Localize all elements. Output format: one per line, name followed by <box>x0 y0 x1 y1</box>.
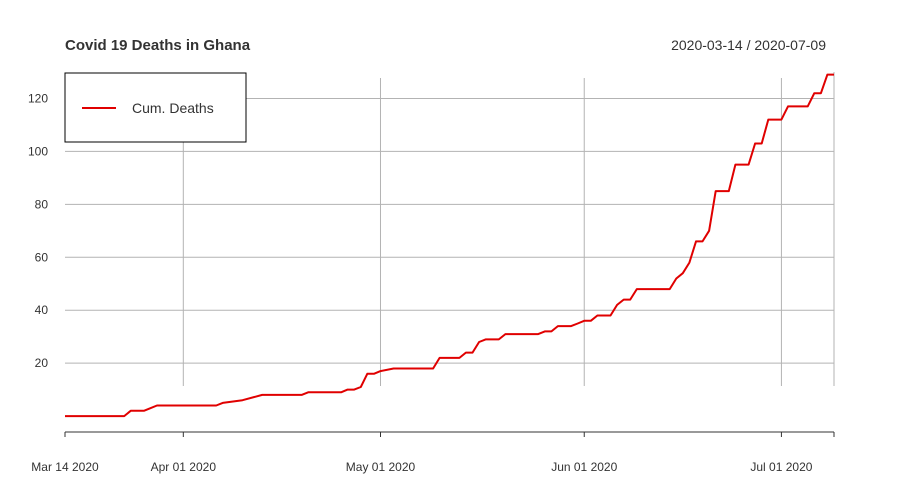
x-tick-label: Jul 01 2020 <box>750 460 812 474</box>
y-axis: 20 40 60 80 100 120 <box>28 91 48 370</box>
date-range-label: 2020-03-14 / 2020-07-09 <box>671 37 826 53</box>
legend: Cum. Deaths <box>64 72 247 143</box>
y-tick-label: 100 <box>28 144 48 158</box>
grid <box>65 72 835 386</box>
y-tick-label: 60 <box>35 250 49 264</box>
x-tick-label: Mar 14 2020 <box>31 460 99 474</box>
chart-title: Covid 19 Deaths in Ghana <box>65 37 251 54</box>
plot-area <box>65 73 834 418</box>
x-axis: Mar 14 2020 Apr 01 2020 May 01 2020 Jun 01 … <box>31 431 835 474</box>
x-tick-label: Apr 01 2020 <box>151 460 217 474</box>
legend-label: Cum. Deaths <box>132 100 214 116</box>
y-tick-label: 20 <box>35 356 49 370</box>
y-tick-label: 40 <box>35 303 49 317</box>
y-tick-label: 120 <box>28 91 48 105</box>
x-tick-label: Jun 01 2020 <box>551 460 617 474</box>
series-line-cum-deaths <box>65 73 834 418</box>
y-tick-label: 80 <box>35 197 49 211</box>
x-tick-label: May 01 2020 <box>346 460 416 474</box>
